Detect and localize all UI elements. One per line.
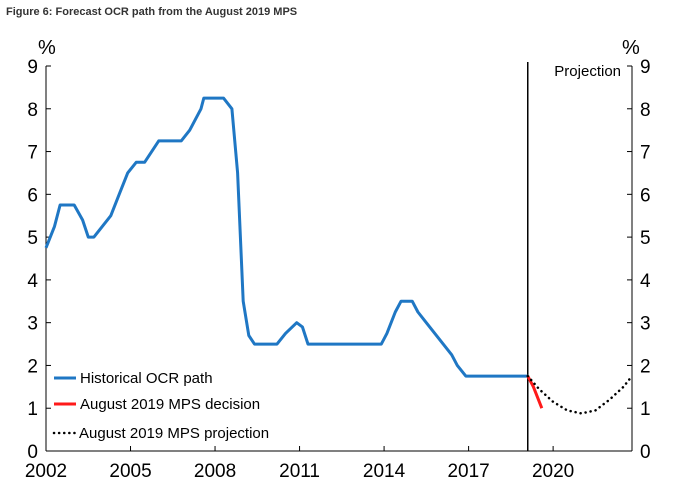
legend: Historical OCR path August 2019 MPS decis… [52,370,269,442]
y-tick-label-left: 0 [27,442,38,463]
x-tick-label: 2017 [447,461,489,482]
y-tick-label-left: 4 [27,271,38,292]
y-tick-label-right: 0 [640,442,651,463]
y-tick-label-left: 2 [27,356,38,377]
y-tick-label-right: 4 [640,271,651,292]
x-tick-label: 2011 [279,461,320,482]
y-tick-label-left: 8 [27,100,38,121]
x-tick-label: 2014 [363,461,406,482]
y-tick-label-right: 6 [640,185,651,206]
labels-group: % % Projection [38,37,640,80]
y-tick-label-left: 3 [27,314,38,335]
legend-label-2: August 2019 MPS decision [80,396,260,413]
series-line-1 [44,96,528,378]
y-tick-label-right: 5 [640,228,651,249]
y-tick-label-left: 5 [27,228,38,249]
y-tick-label-left: 1 [27,399,38,420]
y-tick-label-left: 9 [27,57,38,78]
y-axis-unit-right: % [622,37,640,59]
series-layer [44,96,634,415]
x-tick-label: 2005 [109,461,151,482]
y-tick-label-right: 7 [640,143,651,164]
legend-label-3: August 2019 MPS projection [79,425,269,442]
y-tick-label-left: 7 [27,143,38,164]
series-line-2 [526,375,544,409]
projection-annotation: Projection [554,63,621,80]
y-axis-unit-left: % [38,37,56,59]
legend-label-1: Historical OCR path [80,370,213,387]
axes-group: 0 0 1 1 2 2 3 3 4 4 5 5 6 6 7 7 8 8 9 9 2002 2005 2008 2011 2014… [25,57,651,482]
series-line-3 [526,374,634,415]
y-tick-label-right: 8 [640,100,651,121]
y-tick-label-right: 3 [640,314,651,335]
y-tick-label-left: 6 [27,185,38,206]
y-tick-label-right: 9 [640,57,651,78]
y-tick-label-right: 2 [640,356,651,377]
x-tick-label: 2020 [532,461,574,482]
y-tick-label-right: 1 [640,399,651,420]
x-tick-label: 2002 [25,461,67,482]
figure-title: Figure 6: Forecast OCR path from the Aug… [6,6,298,18]
x-tick-label: 2008 [194,461,236,482]
